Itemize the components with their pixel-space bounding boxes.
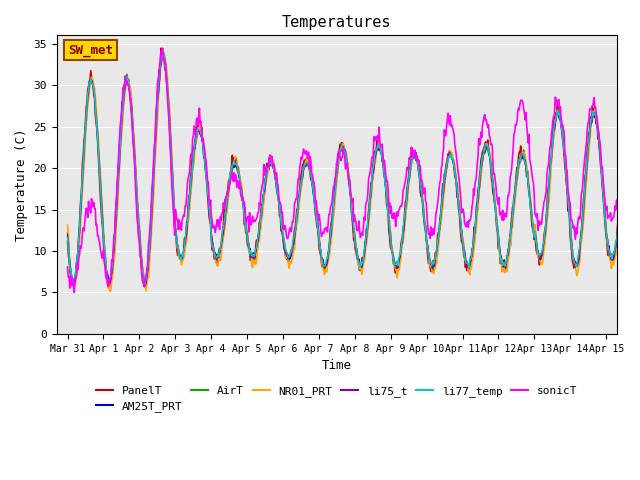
Y-axis label: Temperature (C): Temperature (C)	[15, 128, 28, 241]
X-axis label: Time: Time	[322, 359, 352, 372]
Title: Temperatures: Temperatures	[282, 15, 392, 30]
Legend: PanelT, AM25T_PRT, AirT, NR01_PRT, li75_t, li77_temp, sonicT: PanelT, AM25T_PRT, AirT, NR01_PRT, li75_…	[92, 381, 582, 417]
Text: SW_met: SW_met	[68, 44, 113, 57]
